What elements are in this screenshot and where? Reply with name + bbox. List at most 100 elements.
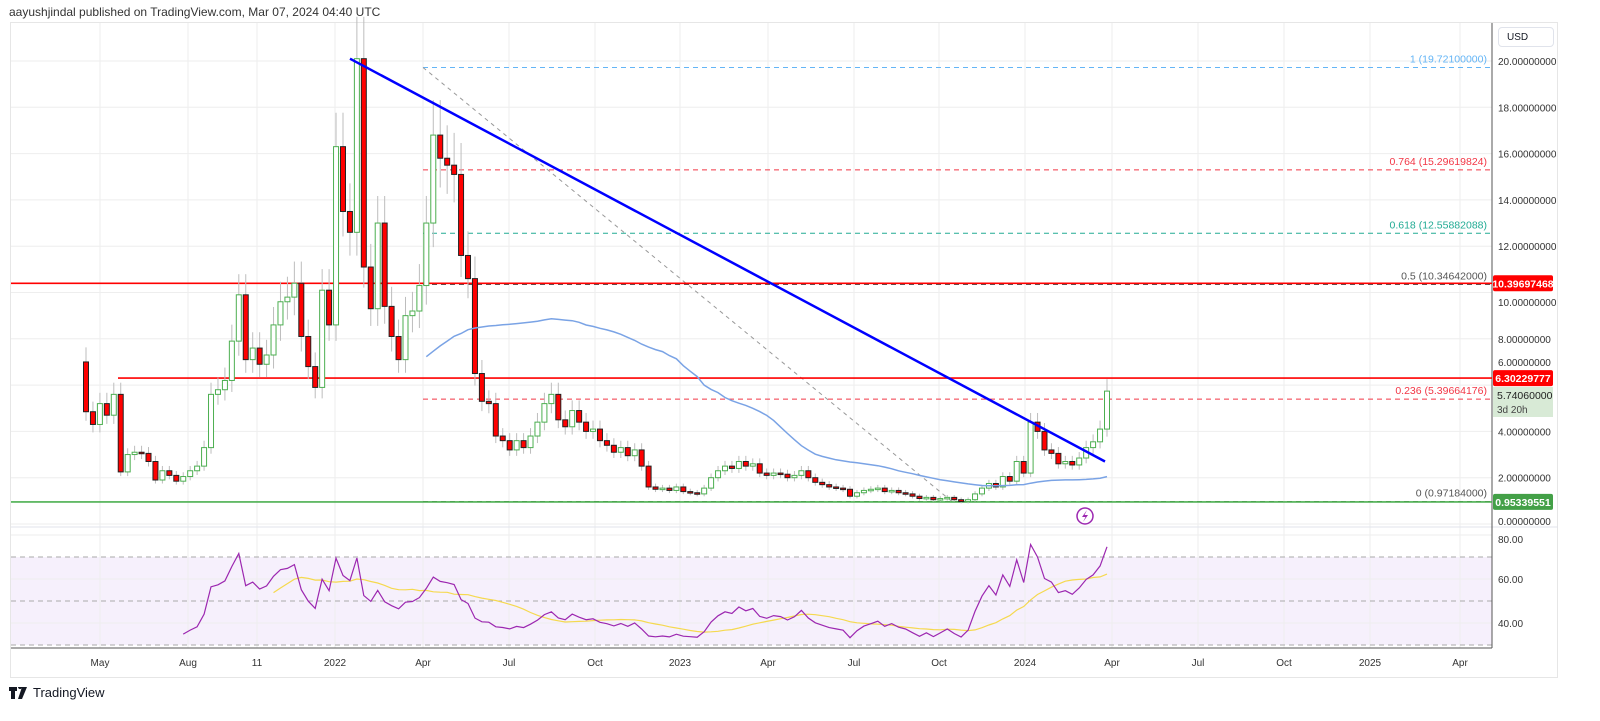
candle-up bbox=[319, 289, 326, 388]
candle-up bbox=[187, 470, 194, 478]
candle-down bbox=[881, 487, 888, 493]
candle-up bbox=[735, 460, 742, 469]
candle-up bbox=[180, 476, 187, 482]
candle-up bbox=[416, 285, 423, 312]
candle-down bbox=[958, 499, 965, 503]
candle-down bbox=[603, 440, 610, 446]
time-tick-label: 2023 bbox=[669, 658, 692, 669]
candle-down bbox=[666, 487, 673, 491]
candle-down bbox=[89, 411, 96, 425]
rsi-tick-label: 40.00 bbox=[1498, 619, 1523, 630]
candle-down bbox=[742, 460, 749, 467]
candle-down bbox=[555, 393, 562, 421]
rsi-line bbox=[182, 542, 1108, 639]
fib-label: 0.236 (5.39664176) bbox=[1395, 385, 1487, 397]
currency-button[interactable]: USD bbox=[1498, 27, 1554, 47]
candle-down bbox=[1041, 430, 1048, 451]
time-tick-label: Oct bbox=[1276, 658, 1292, 669]
candle-down bbox=[624, 447, 631, 457]
time-tick-label: Oct bbox=[587, 658, 603, 669]
candle-down bbox=[694, 492, 701, 495]
candle-down bbox=[763, 472, 770, 476]
price-tick-label: 6.00000000 bbox=[1498, 358, 1551, 369]
tradingview-logo[interactable]: TradingView bbox=[9, 685, 105, 700]
moving-average-line bbox=[425, 318, 1108, 487]
candle-up bbox=[721, 465, 728, 472]
lightning-icon[interactable] bbox=[1076, 507, 1094, 525]
candle-up bbox=[430, 134, 437, 224]
candle-down bbox=[312, 366, 319, 388]
candle-up bbox=[263, 354, 270, 365]
candle-up bbox=[972, 493, 979, 501]
candle-up bbox=[860, 489, 867, 494]
candle-down bbox=[298, 282, 305, 337]
candle-up bbox=[96, 403, 103, 425]
candle-up bbox=[944, 496, 951, 500]
resistance-price-tag: 6.30229777 bbox=[1495, 373, 1551, 385]
candle-up bbox=[201, 447, 208, 467]
candle-down bbox=[103, 403, 110, 416]
price-tick-label: 12.00000000 bbox=[1498, 242, 1557, 253]
time-tick-label: Jul bbox=[1192, 658, 1205, 669]
candle-up bbox=[159, 470, 166, 481]
candle-down bbox=[951, 496, 958, 501]
candle-down bbox=[805, 470, 812, 479]
fib-label: 0 (0.97184000) bbox=[1416, 488, 1487, 500]
price-tick-label: 10.00000000 bbox=[1498, 298, 1557, 309]
time-tick-label: 11 bbox=[252, 658, 263, 669]
candle-up bbox=[1097, 428, 1104, 443]
fib-label: 0.618 (12.55882088) bbox=[1390, 219, 1488, 231]
candle-down bbox=[451, 164, 458, 175]
downtrend-line bbox=[349, 57, 1106, 463]
candle-up bbox=[110, 393, 117, 416]
candle-down bbox=[471, 278, 478, 375]
candle-up bbox=[124, 454, 131, 473]
time-tick-label: 2024 bbox=[1014, 658, 1037, 669]
candle-up bbox=[221, 379, 228, 391]
fib-label: 0.5 (10.34642000) bbox=[1401, 270, 1487, 282]
candle-down bbox=[1069, 460, 1076, 466]
candle-up bbox=[701, 487, 708, 495]
candle-down bbox=[360, 58, 367, 268]
resistance-price-tag-bg bbox=[1493, 370, 1553, 387]
candle-down bbox=[138, 451, 145, 455]
candle-down bbox=[1006, 476, 1013, 482]
candle-up bbox=[541, 403, 548, 423]
candle-down bbox=[847, 488, 854, 497]
candle-down bbox=[1020, 460, 1027, 474]
candles bbox=[83, 16, 1110, 504]
candle-up bbox=[888, 489, 895, 493]
candle-down bbox=[458, 173, 465, 256]
candle-down bbox=[388, 305, 395, 337]
time-tick-label: 2025 bbox=[1359, 658, 1382, 669]
candle-up bbox=[249, 347, 256, 361]
fib-label: 0.764 (15.29619824) bbox=[1390, 156, 1488, 168]
candle-up bbox=[277, 301, 284, 326]
candle-down bbox=[506, 440, 513, 451]
candle-down bbox=[728, 465, 735, 469]
candle-up bbox=[194, 465, 201, 472]
candle-down bbox=[83, 361, 89, 413]
tradingview-logo-icon bbox=[9, 686, 27, 699]
candle-down bbox=[610, 444, 617, 453]
chart-frame bbox=[10, 22, 1558, 678]
candle-down bbox=[520, 440, 527, 449]
candle-up bbox=[867, 488, 874, 492]
price-tick-label: 0.00000000 bbox=[1498, 517, 1551, 528]
candle-down bbox=[339, 146, 346, 212]
fib-label: 1 (19.72100000) bbox=[1410, 53, 1487, 65]
candle-up bbox=[374, 222, 381, 310]
price-tick-label: 18.00000000 bbox=[1498, 103, 1557, 114]
candle-up bbox=[527, 435, 534, 449]
candle-down bbox=[784, 473, 791, 479]
candle-up bbox=[214, 389, 221, 395]
rsi-tick-label: 80.00 bbox=[1498, 535, 1523, 546]
candle-down bbox=[812, 477, 819, 483]
candle-down bbox=[166, 470, 173, 476]
candle-down bbox=[562, 419, 569, 428]
time-tick-label: May bbox=[91, 658, 110, 669]
candle-down bbox=[895, 489, 902, 494]
candle-down bbox=[152, 460, 159, 481]
candle-up bbox=[1104, 390, 1110, 430]
